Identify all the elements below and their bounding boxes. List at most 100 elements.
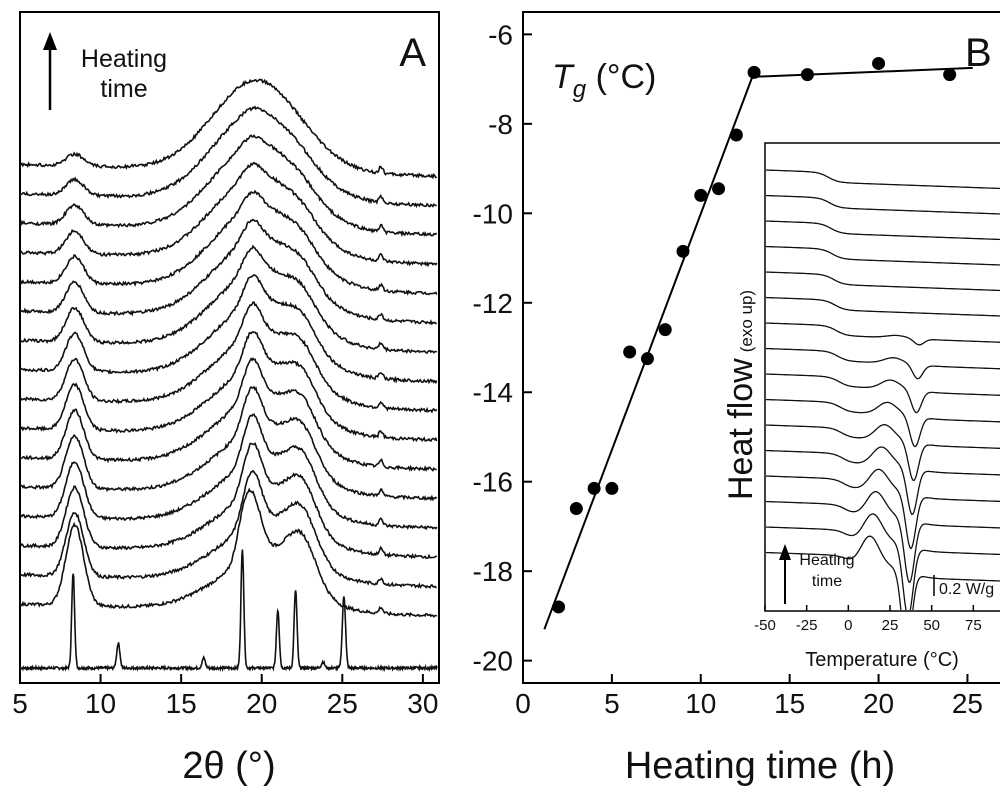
- inset-x-tick-label: 0: [844, 617, 852, 634]
- inset-x-tick-label: -25: [796, 617, 818, 634]
- panel-a-heating-label: Heating time: [80, 45, 168, 103]
- x-tick-label: 30: [407, 688, 438, 719]
- panel-a-heating-label-box: Heating time: [80, 45, 168, 103]
- panel-b-frame: [522, 11, 1000, 684]
- x-tick-label: 5: [12, 688, 28, 719]
- dsc-trace: [766, 491, 1000, 583]
- xrd-trace: [19, 161, 438, 268]
- data-point: [694, 188, 708, 202]
- dsc-trace: [766, 194, 1000, 215]
- x-tick-label: 25: [952, 688, 983, 719]
- xrd-trace: [19, 133, 438, 238]
- x-tick-label: 20: [246, 688, 277, 719]
- data-point: [658, 323, 672, 337]
- inset-x-tick-label: 25: [882, 617, 899, 634]
- data-point: [587, 481, 601, 495]
- xrd-trace: [19, 189, 438, 296]
- x-tick-label: 0: [515, 688, 531, 719]
- dsc-trace: [766, 322, 1000, 346]
- data-point: [943, 68, 957, 82]
- y-tick-label: -8: [488, 109, 513, 140]
- y-tick-label: -14: [473, 377, 513, 408]
- xrd-trace: [19, 469, 437, 589]
- y-tick-label: -16: [473, 467, 513, 498]
- inset-x-axis-label: Temperature (°C): [805, 649, 959, 671]
- xrd-trace: [19, 413, 438, 531]
- panel-b: 0 5 10 15 20 25 -6 -8 -10 -12 -14 -16 -18 -20 Heating…: [473, 11, 1000, 787]
- data-point: [605, 481, 619, 495]
- dsc-trace: [766, 513, 1000, 610]
- inset-traces: [766, 169, 1000, 610]
- inset-y-label-note: (exo up): [737, 290, 756, 352]
- data-point: [569, 502, 583, 516]
- panel-a: 5 10 15 20 25 30 2θ (°) A Heating time: [12, 11, 440, 787]
- panel-b-x-axis-label: Heating time (h): [625, 745, 895, 787]
- inset-x-ticks: -50 -25 0 25 50 75: [754, 605, 982, 634]
- data-point: [747, 65, 761, 79]
- xrd-trace: [19, 441, 438, 560]
- dsc-trace: [766, 373, 1000, 414]
- data-point: [729, 128, 743, 142]
- data-point: [623, 345, 637, 359]
- dsc-trace: [766, 347, 1000, 380]
- xrd-trace: [19, 357, 437, 473]
- fit-line: [752, 66, 973, 78]
- ylabel-subscript: g: [573, 76, 587, 103]
- panel-a-x-axis-label: 2θ (°): [182, 745, 275, 787]
- xrd-trace: [19, 274, 438, 385]
- x-tick-label: 5: [604, 688, 620, 719]
- up-arrow-icon: [43, 32, 57, 50]
- data-point: [676, 244, 690, 258]
- dsc-trace: [766, 296, 1000, 317]
- dsc-trace: [766, 535, 1000, 610]
- y-tick-label: -20: [473, 646, 513, 677]
- xrd-trace: [19, 331, 438, 443]
- xrd-trace: [19, 105, 437, 209]
- data-point: [872, 56, 886, 70]
- inset-plot: -50 -25 0 25 50 75 Temperature (°C) Heat flow…: [722, 142, 1000, 671]
- inset-x-tick-label: 50: [923, 617, 940, 634]
- panel-b-ticks: 0 5 10 15 20 25 -6 -8 -10 -12 -14 -16 -18 -20: [473, 19, 983, 719]
- x-tick-label: 20: [863, 688, 894, 719]
- panel-b-y-axis-label: Tg (°C): [552, 58, 656, 103]
- inset-up-arrow-icon: [779, 544, 791, 560]
- panel-a-heating-arrow: Heating time: [43, 32, 168, 110]
- inset-y-label-main: Heat flow: [722, 358, 760, 500]
- dsc-trace: [766, 446, 1000, 516]
- data-point: [800, 68, 814, 82]
- panel-a-letter: A: [399, 31, 426, 75]
- inset-scale-label: 0.2 W/g: [939, 581, 994, 598]
- x-tick-label: 15: [166, 688, 197, 719]
- xrd-trace: [19, 78, 438, 180]
- panel-a-frame: [19, 11, 440, 684]
- panel-b-letter: B: [965, 31, 992, 75]
- dsc-trace: [766, 245, 1000, 266]
- dsc-trace: [766, 468, 1000, 550]
- panel-a-traces: [19, 78, 438, 673]
- data-point: [552, 600, 566, 614]
- y-tick-label: -10: [473, 198, 513, 229]
- inset-x-tick-label: 75: [965, 617, 982, 634]
- x-tick-label: 25: [327, 688, 358, 719]
- xrd-trace: [19, 385, 438, 502]
- inset-y-axis-label: Heat flow (exo up): [722, 290, 760, 500]
- y-tick-label: -18: [473, 556, 513, 587]
- dsc-trace: [766, 398, 1000, 448]
- xrd-trace: [19, 549, 438, 673]
- data-point: [712, 182, 726, 196]
- xrd-trace: [19, 218, 437, 326]
- y-tick-label: -12: [473, 288, 513, 319]
- panel-a-x-ticks: 5 10 15 20 25 30: [12, 674, 438, 719]
- dsc-trace: [766, 220, 1000, 241]
- inset-heating-label-box: Heating time: [799, 552, 854, 590]
- dsc-trace: [766, 169, 1000, 190]
- data-point: [640, 352, 654, 366]
- xrd-trace: [19, 244, 438, 355]
- x-tick-label: 10: [85, 688, 116, 719]
- ylabel-unit: (°C): [586, 58, 656, 96]
- dsc-trace: [766, 271, 1000, 292]
- x-tick-label: 10: [685, 688, 716, 719]
- xrd-trace: [19, 301, 438, 414]
- inset-x-tick-label: -50: [754, 617, 776, 634]
